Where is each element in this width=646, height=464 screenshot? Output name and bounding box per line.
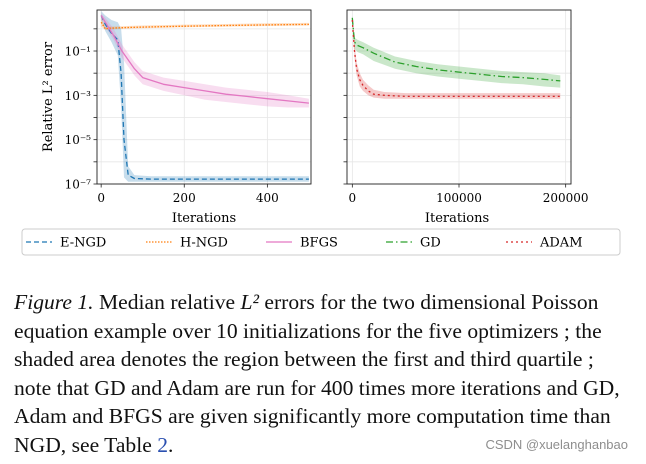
left-yticks: 10⁻⁷ 10⁻⁵ 10⁻³ 10⁻¹ xyxy=(65,28,97,192)
bfgs-median-line xyxy=(100,15,309,104)
legend-label-gd: GD xyxy=(420,236,441,251)
bfgs-quartile-band xyxy=(101,13,309,108)
adam-quartile-band xyxy=(352,17,561,99)
left-xtick-label: 200 xyxy=(173,191,196,205)
right-panel: 0 100000 200000 Iterations xyxy=(343,9,589,226)
right-lines xyxy=(351,17,561,98)
left-ytick-label: 10⁻³ xyxy=(65,89,92,103)
left-ytick-label: 10⁻⁵ xyxy=(65,133,92,147)
right-xtick-label: 100000 xyxy=(436,191,482,205)
left-ytick-label: 10⁻⁷ xyxy=(65,178,92,192)
left-x-axis-label: Iterations xyxy=(172,211,236,226)
watermark: CSDN @xuelanghanbao xyxy=(483,437,630,452)
legend-label-adam: ADAM xyxy=(539,236,583,251)
left-y-axis-label: Relative L² error xyxy=(41,41,56,152)
table-reference-link[interactable]: 2 xyxy=(157,432,169,457)
right-xtick-label: 0 xyxy=(349,191,357,205)
left-xticks: 0 200 400 xyxy=(97,184,279,205)
figure: 10⁻⁷ 10⁻⁵ 10⁻³ 10⁻¹ 0 200 400 Iterations Rela… xyxy=(21,9,621,256)
right-x-axis-label: Iterations xyxy=(425,211,489,226)
left-bands xyxy=(97,10,311,185)
caption-lead: Figure 1. xyxy=(14,290,94,314)
h-ngd-median-line xyxy=(100,21,309,30)
left-axes-frame xyxy=(96,9,312,185)
caption-text-3: . xyxy=(168,432,174,457)
left-ytick-label: 10⁻¹ xyxy=(65,45,91,59)
left-panel: 10⁻⁷ 10⁻⁵ 10⁻³ 10⁻¹ 0 200 400 Iterations Rela… xyxy=(41,9,312,226)
caption-text-2: errors for the two dimensional Poisson e… xyxy=(14,290,620,457)
legend-label-h-ngd: H-NGD xyxy=(180,236,228,251)
left-xtick-label: 0 xyxy=(97,191,105,205)
left-lines xyxy=(100,15,309,180)
legend-frame xyxy=(21,228,621,256)
left-xtick-label: 400 xyxy=(256,191,279,205)
right-xtick-label: 200000 xyxy=(543,191,589,205)
legend-label-e-ngd: E-NGD xyxy=(60,236,106,251)
adam-median-line xyxy=(351,19,561,98)
figure-caption: Figure 1. Median relative L² errors for … xyxy=(14,288,636,459)
gd-quartile-band xyxy=(352,15,561,88)
right-xticks: 0 100000 200000 xyxy=(349,184,589,205)
h-ngd-quartile-band xyxy=(101,17,309,30)
legend: E-NGD H-NGD BFGS GD ADAM xyxy=(21,228,621,256)
right-yticks xyxy=(343,28,347,185)
gd-median-line xyxy=(351,17,561,82)
caption-math: L² xyxy=(240,290,259,314)
caption-text-1: Median relative xyxy=(93,290,241,314)
legend-label-bfgs: BFGS xyxy=(300,236,338,251)
